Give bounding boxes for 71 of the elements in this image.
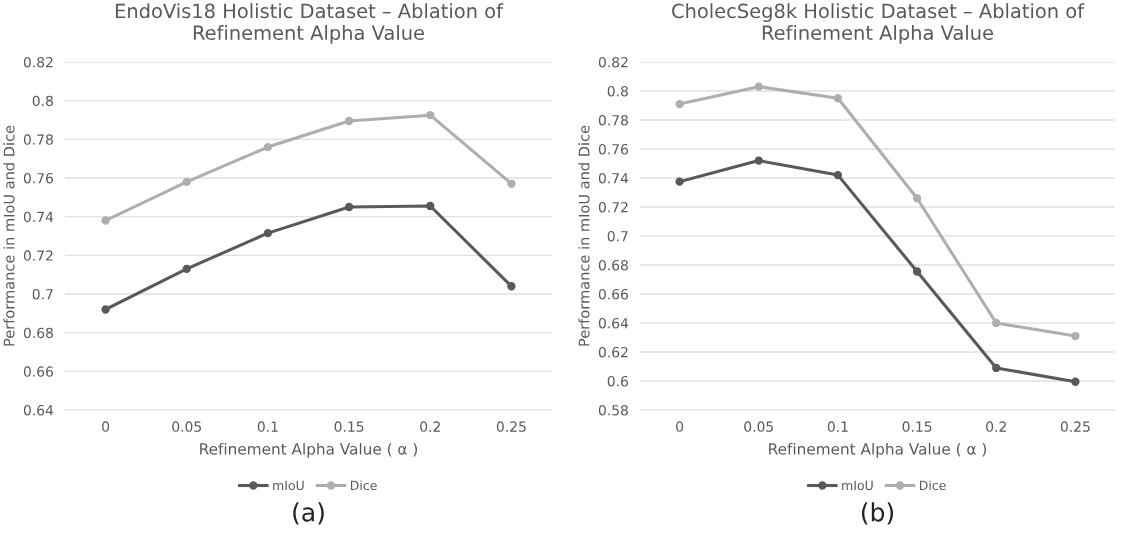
y-tick-label: 0.72 <box>598 201 628 213</box>
y-tick-label: 0.76 <box>23 172 54 184</box>
point <box>263 228 273 238</box>
text: (b) <box>861 502 894 525</box>
point <box>182 177 191 187</box>
x-tick-label: 0.15 <box>902 421 932 432</box>
y-tick-label: 0.58 <box>598 404 628 416</box>
y-axis-title: Performance in mIoU and Dice <box>3 125 15 346</box>
x-axis-title: Refinement Alpha Value ( α ) <box>200 442 418 458</box>
y-tick-label: 0.64 <box>23 404 54 416</box>
point <box>992 363 1001 373</box>
point <box>426 110 435 120</box>
y-tick-label: 0.82 <box>598 56 628 68</box>
x-tick-label: 0.15 <box>334 421 364 432</box>
y-tick-label: 0.68 <box>598 259 628 271</box>
y-tick-label: 0.72 <box>23 250 53 261</box>
point <box>833 170 843 180</box>
x-tick-label: 0.1 <box>827 421 848 432</box>
y-tick-label: 0.62 <box>598 346 628 358</box>
x-tick-label: 0.25 <box>1060 421 1090 432</box>
legend-label: Dice <box>919 480 946 491</box>
y-tick-label: 0.7 <box>607 230 628 242</box>
y-tick-label: 0.64 <box>598 317 629 329</box>
x-tick-label: 0 <box>676 421 684 432</box>
point <box>912 267 922 276</box>
x-tick-label: 0.05 <box>172 421 201 432</box>
x-tick-label: 0.25 <box>496 421 526 432</box>
point <box>675 177 684 186</box>
y-tick-label: 0.74 <box>598 172 629 184</box>
y-tick-label: 0.8 <box>32 95 53 107</box>
point <box>426 201 435 211</box>
point <box>263 142 273 152</box>
y-tick-label: 0.7 <box>32 288 53 300</box>
point <box>912 194 922 203</box>
point <box>507 282 516 291</box>
point <box>507 179 516 188</box>
point <box>754 156 763 165</box>
y-tick-label: 0.8 <box>607 85 628 97</box>
text: (a) <box>293 502 324 525</box>
x-tick-label: 0.05 <box>744 421 773 432</box>
x-tick-label: 0 <box>102 421 110 432</box>
x-axis-title: Refinement Alpha Value ( α ) <box>769 442 987 458</box>
legend-label: mIoU <box>842 480 873 491</box>
point <box>344 116 354 126</box>
legend-label: mIoU <box>273 480 304 491</box>
y-tick-label: 0.78 <box>598 114 628 126</box>
y-tick-label: 0.76 <box>598 143 629 155</box>
chart-title: CholecSeg8k Holistic Dataset – Ablation of Refinement Alpha Value <box>672 3 1085 44</box>
y-axis-title: Performance in mIoU and Dice <box>578 125 590 346</box>
point <box>344 202 354 212</box>
x-tick-label: 0.1 <box>257 421 278 432</box>
x-tick-label: 0.2 <box>986 421 1006 432</box>
point <box>675 99 684 109</box>
y-tick-label: 0.68 <box>23 327 53 339</box>
point <box>833 94 843 103</box>
y-tick-label: 0.66 <box>23 366 54 377</box>
chart-title: EndoVis18 Holistic Dataset – Ablation of Refinement Alpha Value <box>115 3 504 44</box>
y-tick-label: 0.82 <box>23 56 53 68</box>
point <box>101 305 110 314</box>
point <box>1071 377 1080 386</box>
legend-label: Dice <box>350 480 377 491</box>
y-tick-label: 0.6 <box>607 375 629 387</box>
point <box>182 264 191 274</box>
point <box>992 318 1001 328</box>
point <box>1071 331 1080 341</box>
point <box>754 82 763 91</box>
y-tick-label: 0.78 <box>23 134 53 145</box>
y-tick-label: 0.74 <box>23 211 54 223</box>
y-tick-label: 0.66 <box>598 288 629 300</box>
x-tick-label: 0.2 <box>420 421 440 432</box>
point <box>101 216 110 225</box>
